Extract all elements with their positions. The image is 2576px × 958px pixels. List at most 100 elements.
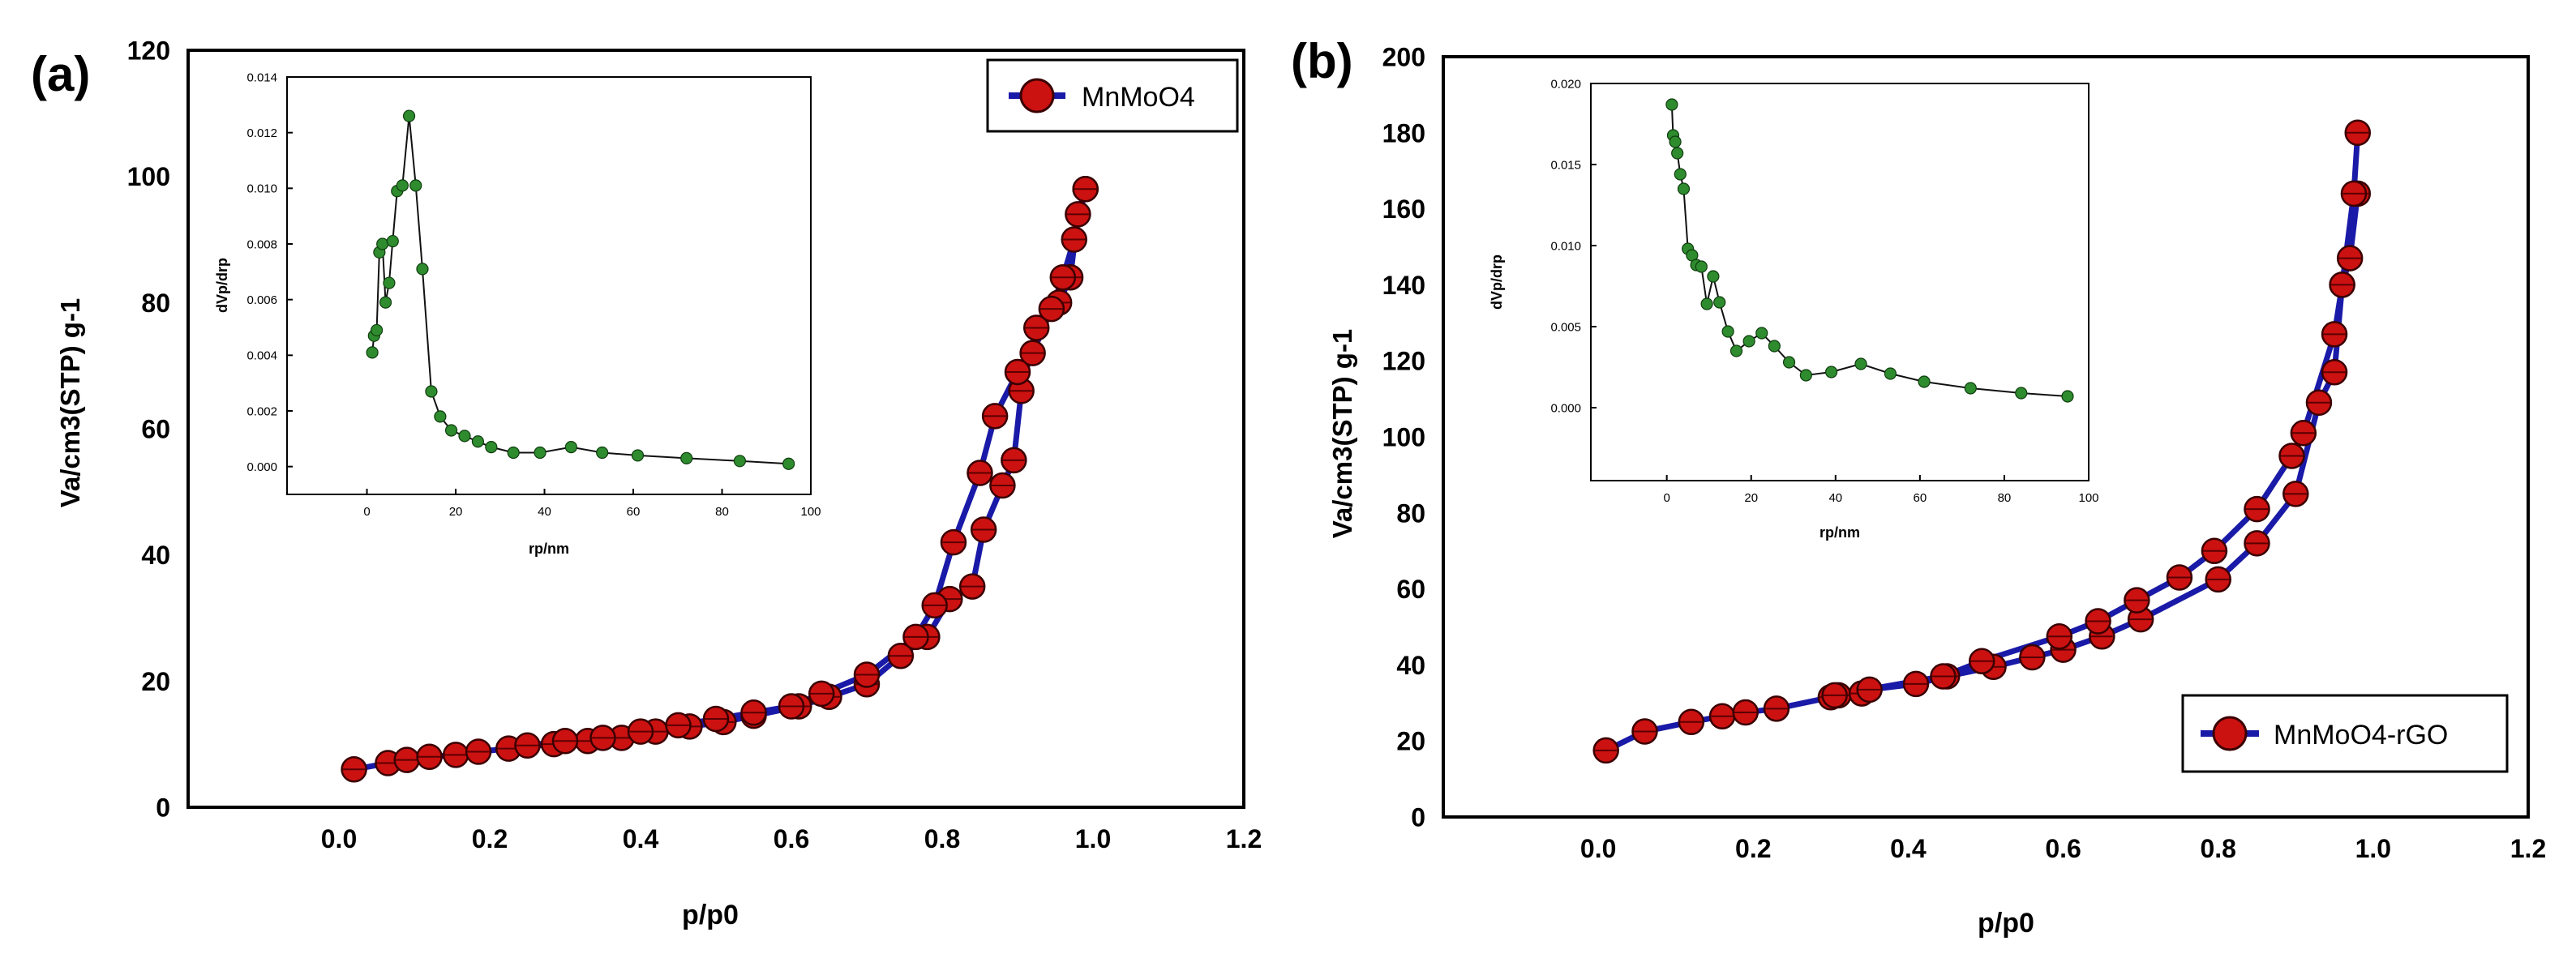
panel-a-inset-point [782,457,795,470]
panel-b-inset-x-tick-label: 40 [1828,491,1842,505]
panel-a-inset-y-tick-label: 0.002 [246,404,277,418]
panel-a-series [341,175,1099,783]
panel-a-inset-point [396,179,409,192]
panel-b-x-tick-label: 0.2 [1735,834,1771,863]
panel-a-inset-y-tick-label: 0.006 [246,293,277,307]
panel-b-inset-point [1721,325,1734,338]
panel-b-y-tick-label: 180 [1382,118,1425,148]
panel-a-x-tick-label: 0.0 [321,824,357,853]
panel-a-inset-x-tick-label: 60 [627,505,641,519]
panel-a-legend-marker [1019,78,1055,113]
panel-b-legend-marker [2212,716,2248,751]
panel-a-inset-y-tick-label: 0.010 [246,182,277,196]
panel-b-inset-point [1742,335,1755,348]
panel-b-inset-point [1918,375,1931,388]
panel-a-inset-point [402,109,416,122]
panel-b-plot-frame [1442,55,2530,819]
panel-b-inset-point [1707,270,1720,283]
panel-a-x-tick-label: 0.2 [472,824,508,853]
panel-b-inset-point [1755,327,1768,340]
panel-a-inset-point [631,449,645,462]
panel-b-x-tick-label: 0.4 [1890,834,1927,863]
panel-a-inset-point [564,441,577,454]
panel-a-inset-series [366,109,795,470]
panel-b-inset-xlabel: rp/nm [1819,524,1860,541]
panel-b-inset-x-tick-label: 20 [1744,491,1758,505]
panel-b-y-tick-label: 200 [1382,43,1425,72]
panel-b-inset-point [1824,366,1838,378]
panel-a-inset-point [383,276,396,289]
panel-b-legend: MnMoO4-rGO [2181,694,2509,773]
panel-a-label: (a) [31,47,90,101]
panel-a-x-tick-label: 0.4 [623,824,659,853]
panel-b-y-tick-label: 140 [1382,271,1425,300]
panel-b-inset-point [1665,98,1678,111]
panel-a-inset-xlabel: rp/nm [529,541,569,557]
panel-a-inset-x-tick-label: 100 [800,505,821,519]
panel-b-inset-point [1674,168,1687,181]
panel-a-y-tick-label: 100 [127,162,170,191]
panel-a-inset-point [733,455,747,468]
panel-b-x-tick-label: 1.2 [2510,834,2546,863]
panel-a-plot-frame [186,49,1245,809]
panel-b-legend-label: MnMoO4-rGO [2274,720,2448,751]
panel-a-inset-point [507,446,520,460]
panel-b-inset-point [1671,147,1684,160]
panel-b-inset-point [1854,357,1867,370]
panel-b-inset-point [2015,387,2028,400]
panel-b-y-tick-label: 120 [1382,347,1425,376]
panel-b-y-tick-label: 80 [1396,498,1425,528]
panel-a-inset-y-tick-label: 0.008 [246,237,277,251]
panel-b-inset: 0 20 40 60 80 100 0.000 0.005 0.010 0.015 0.020 r… [1489,77,2099,541]
panel-b-y-tick-label: 160 [1382,195,1425,224]
panel-a-y-tick-label: 80 [141,289,170,318]
panel-a-y-tick-label: 20 [141,667,170,696]
panel-a-inset-point [596,446,609,460]
panel-b-inset-point [1695,260,1708,273]
panel-a-y-tick-label: 60 [141,415,170,444]
panel-b-y-tick-label: 0 [1411,803,1425,832]
panel-a-xlabel: p/p0 [682,900,739,930]
panel-a-x-tick-label: 1.0 [1075,824,1111,853]
panel-a-inset-point [379,296,392,309]
panel-a-inset-point [458,430,471,443]
panel-a: (a) Va/cm3(STP) g-1 p/p0 0.0 0.2 0.4 0.6 0.8… [31,36,1262,930]
panel-a-inset-point [425,385,438,398]
panel-a-inset-frame [286,76,812,495]
panel-b-inset-y-tick-labels: 0.000 0.005 0.010 0.015 0.020 [1550,77,1597,415]
panel-b-inset-point [1677,182,1691,195]
panel-b-inset-point [1729,344,1743,357]
panel-a-inset: 0 20 40 60 80 100 0.0000.0020.0040.0060.0080.… [214,71,821,557]
panel-a-inset-point [376,237,389,250]
panel-a-x-tick-label: 0.8 [924,824,960,853]
panel-b-inset-y-tick-label: 0.020 [1550,77,1581,91]
panel-a-x-tick-labels: 0.0 0.2 0.4 0.6 0.8 1.0 1.2 [321,824,1262,853]
panel-a-inset-point [485,441,498,454]
panel-b-inset-point [1768,340,1781,353]
panel-b-inset-point [1713,296,1726,309]
panel-a-legend-label: MnMoO4 [1082,82,1195,113]
panel-a-y-tick-label: 0 [156,793,170,823]
panel-a-inset-point [444,424,458,437]
panel-b-inset-point [1700,297,1713,310]
panel-a-y-tick-labels: 0 20 40 60 80 100 120 [127,36,170,823]
panel-b-inset-ylabel: dVp/drp [1489,254,1505,310]
panel-a-inset-x-tick-label: 0 [363,505,370,519]
panel-a-inset-y-tick-label: 0.012 [246,126,277,140]
panel-b: (b) Va/cm3(STP) g-1 p/p0 0.0 0.2 0.4 0.6 0.8… [1291,34,2546,939]
panel-a-inset-point [409,179,422,192]
panel-b-inset-frame [1590,83,2090,481]
panel-b-inset-point [1669,135,1682,148]
panel-a-inset-point [434,410,447,423]
panel-a-inset-point [416,263,429,276]
panel-a-inset-point [534,446,546,460]
panel-a-y-tick-label: 40 [141,541,170,570]
panel-b-inset-x-tick-label: 0 [1663,491,1669,505]
panel-b-inset-x-tick-label: 80 [1998,491,2012,505]
panel-b-x-tick-labels: 0.0 0.2 0.4 0.6 0.8 1.0 1.2 [1580,834,2546,863]
panel-b-x-tick-label: 0.6 [2045,834,2081,863]
panel-b-xlabel: p/p0 [1978,908,2034,939]
panel-a-inset-point [386,234,399,248]
panel-b-ylabel: Va/cm3(STP) g-1 [1327,329,1357,539]
panel-a-inset-point [370,323,384,337]
